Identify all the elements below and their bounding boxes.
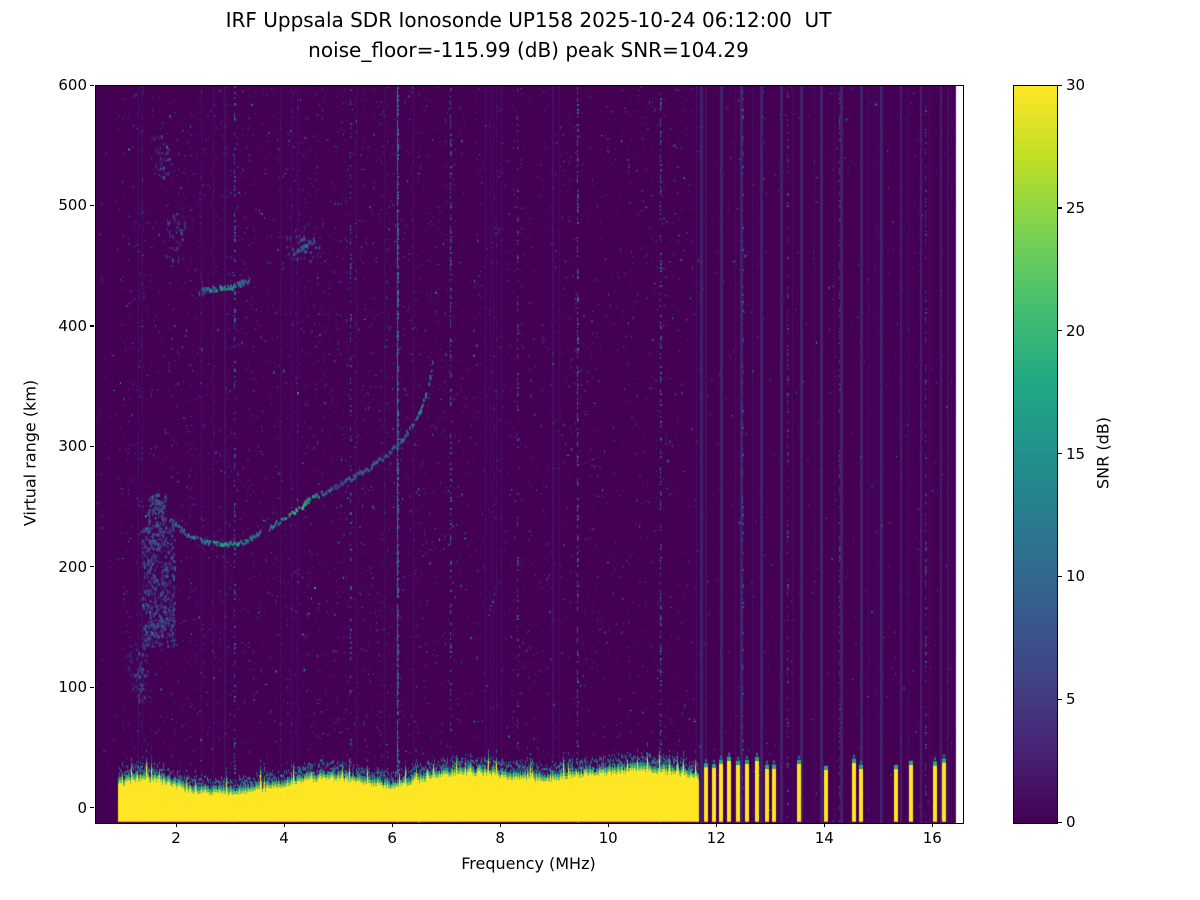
- y-axis-label: Virtual range (km): [20, 379, 40, 527]
- y-tick-label: 200: [58, 557, 87, 576]
- x-tick-mark: [823, 823, 825, 827]
- x-tick-label: 16: [922, 829, 942, 847]
- colorbar-tick-label: 25: [1066, 198, 1086, 217]
- x-tick-label: 10: [598, 829, 618, 847]
- chart-title: IRF Uppsala SDR Ionosonde UP158 2025-10-…: [225, 8, 832, 32]
- x-tick-label: 12: [706, 829, 726, 847]
- y-tick-mark: [90, 204, 94, 207]
- colorbar-tick-label: 5: [1066, 690, 1076, 709]
- x-tick-mark: [499, 823, 501, 827]
- plot-area: [95, 85, 964, 824]
- y-tick-label: 300: [58, 437, 87, 456]
- x-axis-label: Frequency (MHz): [461, 854, 596, 873]
- x-tick-mark: [607, 823, 609, 827]
- y-tick-label: 500: [58, 196, 87, 215]
- colorbar-tick-label: 15: [1066, 444, 1086, 463]
- chart-subtitle: noise_floor=-115.99 (dB) peak SNR=104.29: [308, 38, 749, 62]
- x-tick-mark: [175, 823, 177, 827]
- colorbar-tick-mark: [1058, 575, 1062, 578]
- colorbar: [1013, 85, 1058, 824]
- colorbar-tick-label: 20: [1066, 321, 1086, 340]
- y-tick-mark: [90, 807, 94, 809]
- y-tick-label: 100: [58, 678, 87, 697]
- x-tick-mark: [715, 823, 717, 827]
- x-tick-label: 2: [171, 829, 181, 847]
- x-tick-label: 8: [495, 829, 505, 847]
- x-tick-mark: [931, 823, 933, 827]
- colorbar-tick-mark: [1058, 698, 1062, 700]
- x-tick-label: 6: [387, 829, 397, 847]
- x-tick-label: 4: [279, 829, 289, 847]
- colorbar-tick-mark: [1058, 821, 1062, 823]
- x-tick-mark: [283, 823, 285, 827]
- colorbar-tick-mark: [1058, 453, 1062, 455]
- x-tick-label: 14: [814, 829, 834, 847]
- colorbar-tick-mark: [1058, 207, 1062, 209]
- x-tick-mark: [391, 823, 393, 827]
- y-tick-mark: [90, 686, 94, 688]
- colorbar-tick-mark: [1058, 330, 1062, 332]
- colorbar-tick-label: 30: [1066, 76, 1086, 94]
- y-tick-mark: [90, 325, 94, 327]
- colorbar-gradient: [1014, 86, 1057, 823]
- colorbar-tick-label: 0: [1066, 813, 1076, 831]
- ionogram-heatmap: [96, 86, 963, 823]
- y-tick-label: 0: [77, 798, 87, 817]
- y-tick-label: 600: [58, 76, 87, 94]
- y-tick-label: 400: [58, 316, 87, 335]
- colorbar-tick-mark: [1058, 84, 1062, 86]
- y-tick-mark: [90, 84, 94, 86]
- colorbar-tick-label: 10: [1066, 567, 1086, 586]
- y-tick-mark: [90, 566, 94, 568]
- y-tick-mark: [90, 445, 94, 447]
